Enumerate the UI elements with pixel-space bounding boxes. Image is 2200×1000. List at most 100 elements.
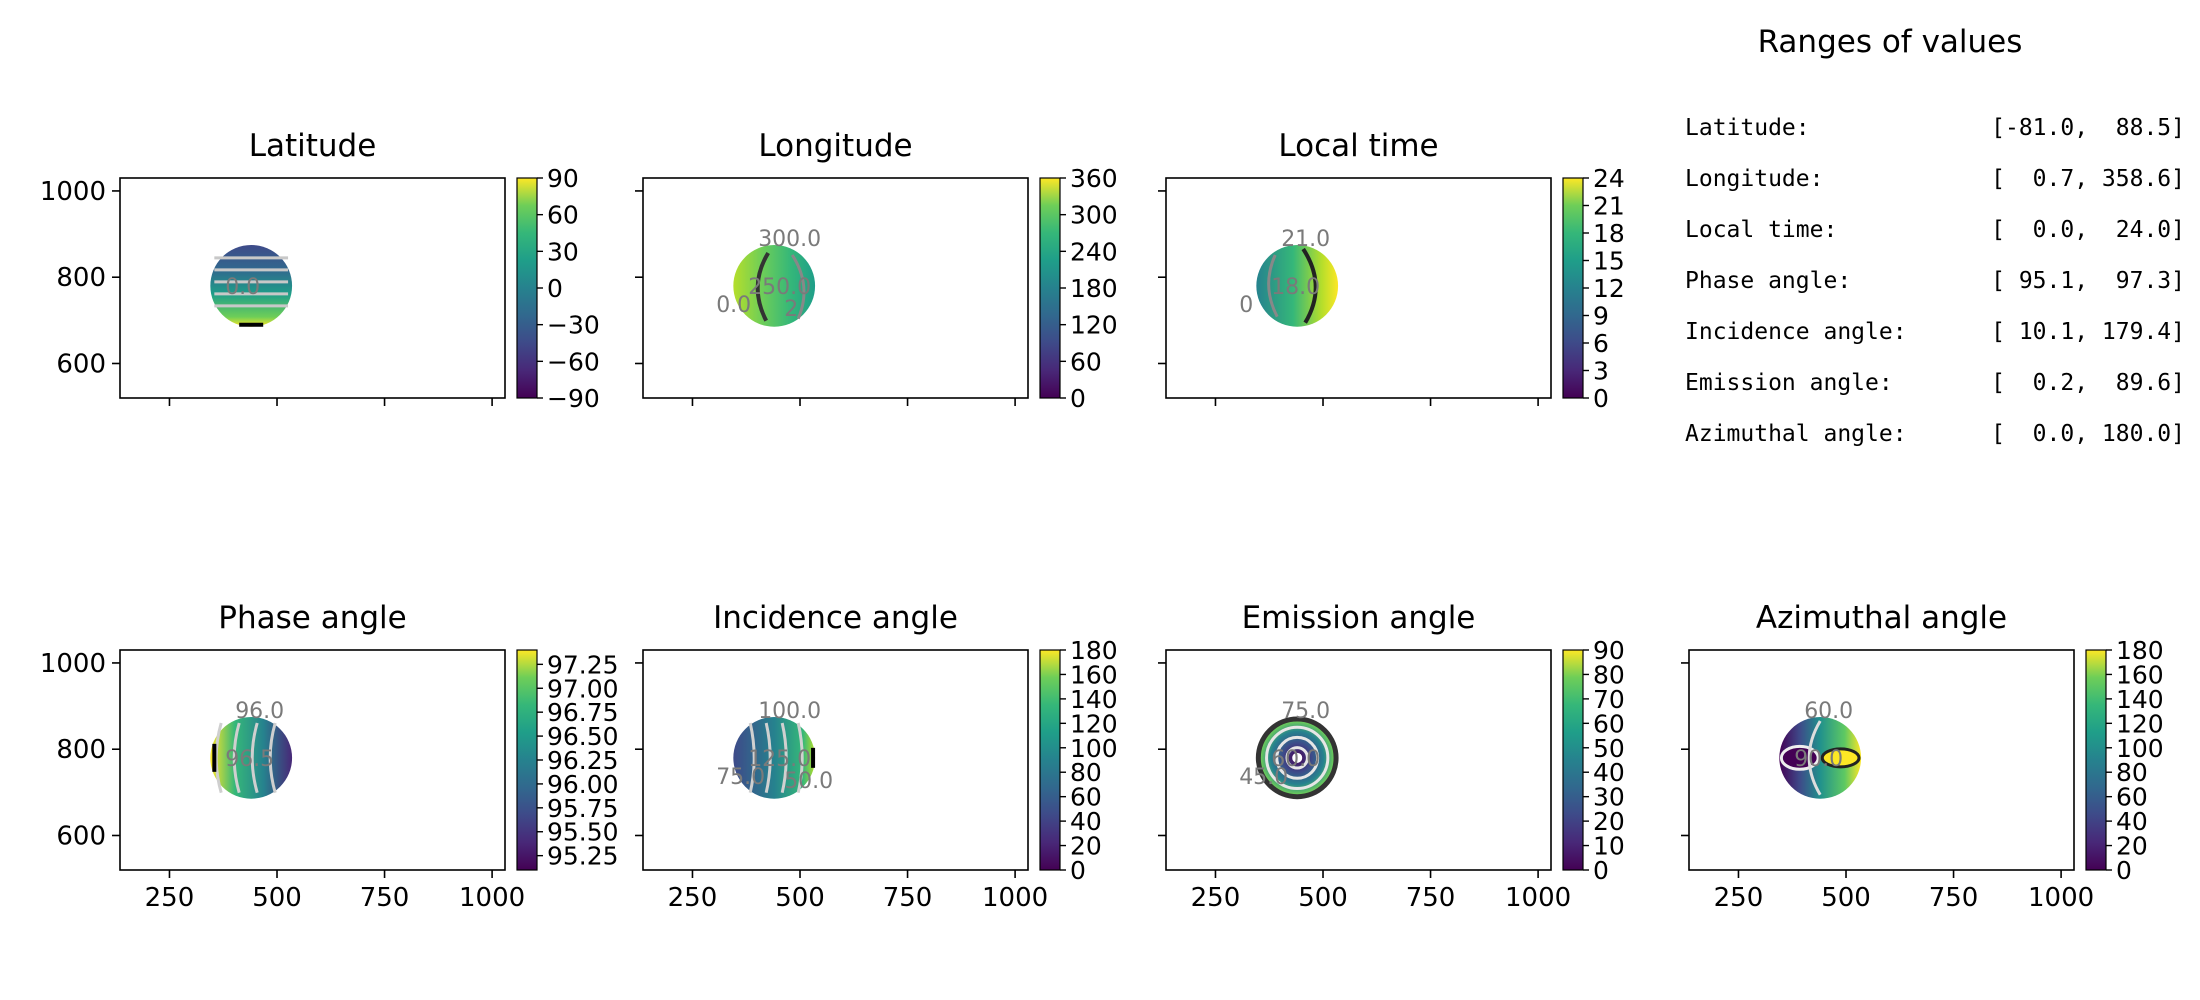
colorbar bbox=[516, 649, 538, 871]
range-value: [ 0.0, 24.0] bbox=[1991, 217, 2185, 243]
x-tick-label: 500 bbox=[252, 883, 302, 913]
colorbar-tick-label: 60 bbox=[1070, 347, 1102, 376]
contour-lines: 18.0 21.0 0 bbox=[1239, 227, 1330, 324]
x-tick-label: 1000 bbox=[982, 883, 1048, 913]
colorbar-tick-label: 6 bbox=[1593, 329, 1609, 358]
contour-line bbox=[1255, 716, 1339, 800]
colorbar-tick-label: 18 bbox=[1593, 219, 1625, 248]
contour-label: 0.0 bbox=[225, 275, 260, 300]
axes-frame bbox=[1688, 649, 2075, 871]
colorbar-tick-label: 300 bbox=[1070, 201, 1118, 230]
range-row-longitude: Longitude: [ 0.7, 358.6] bbox=[1685, 166, 2185, 200]
contour-label: 100.0 bbox=[758, 699, 821, 724]
colorbar-tick-label: 10 bbox=[1593, 832, 1625, 861]
colorbar-tick-label: 97.00 bbox=[547, 674, 619, 703]
colorbar-tick-label: 70 bbox=[1593, 685, 1625, 714]
colorbar-tick-label: 95.75 bbox=[547, 794, 619, 823]
contour-label: 75.0 bbox=[716, 765, 765, 790]
colorbar-tick-label: 180 bbox=[2116, 636, 2164, 665]
colorbar-tick-label: 60 bbox=[2116, 783, 2148, 812]
y-tick-label: 600 bbox=[56, 349, 106, 379]
colorbar-tick-label: 96.25 bbox=[547, 746, 619, 775]
colorbar-tick-label: 12 bbox=[1593, 274, 1625, 303]
colorbar-tick-label: 80 bbox=[2116, 758, 2148, 787]
contour-line bbox=[796, 722, 804, 794]
colorbar bbox=[2085, 649, 2107, 871]
y-tick-label: 1000 bbox=[40, 177, 106, 207]
colorbar-tick-label: 96.50 bbox=[547, 722, 619, 751]
colorbar-tick-label: 50 bbox=[1593, 734, 1625, 763]
y-tick-label: 600 bbox=[56, 821, 106, 851]
colorbar-tick-label: 20 bbox=[1070, 832, 1102, 861]
planet-disc bbox=[733, 244, 816, 327]
colorbar-tick-label: 240 bbox=[1070, 237, 1118, 266]
colorbar bbox=[1562, 177, 1584, 399]
colorbar-tick-label: 40 bbox=[1070, 807, 1102, 836]
contour-lines: 125.0 100.0 75.0 50.0 bbox=[716, 699, 833, 794]
panel-title-longitude: Longitude bbox=[758, 128, 913, 164]
colorbar-tick-label: 0 bbox=[2116, 856, 2132, 885]
colorbar-tick-label: 21 bbox=[1593, 192, 1625, 221]
range-row-local-time: Local time: [ 0.0, 24.0] bbox=[1685, 217, 2185, 251]
colorbar-tick-label: 20 bbox=[2116, 832, 2148, 861]
x-tick-label: 1000 bbox=[459, 883, 525, 913]
range-value: [ 0.7, 358.6] bbox=[1991, 166, 2185, 192]
x-tick-label: 250 bbox=[145, 883, 195, 913]
x-tick-label: 250 bbox=[1714, 883, 1764, 913]
x-tick-label: 250 bbox=[1191, 883, 1241, 913]
planet-disc bbox=[1256, 244, 1339, 327]
axes-frame bbox=[1165, 649, 1552, 871]
axes-frame bbox=[119, 177, 506, 399]
colorbar-tick-label: −90 bbox=[547, 384, 600, 413]
range-row-emission-angle: Emission angle: [ 0.2, 89.6] bbox=[1685, 370, 2185, 404]
range-value: [ 0.2, 89.6] bbox=[1991, 370, 2185, 396]
range-row-incidence-angle: Incidence angle: [ 10.1, 179.4] bbox=[1685, 319, 2185, 353]
range-label: Local time: bbox=[1685, 217, 1838, 243]
contour-lines: 60.0 75.0 45.0 bbox=[1239, 699, 1339, 800]
x-tick-label: 500 bbox=[1821, 883, 1871, 913]
range-label: Phase angle: bbox=[1685, 268, 1852, 294]
colorbar-tick-label: 180 bbox=[1070, 274, 1118, 303]
panel-phase_angle: 96.5 96.0 250 500 750 1000 1000 800 600 97.2597.0… bbox=[40, 649, 619, 913]
colorbar-tick-label: 0 bbox=[1593, 384, 1609, 413]
panel-longitude: 250.0 300.0 0.0 2 360 300 240 180 120 60 0 bbox=[635, 164, 1118, 413]
contour-line bbox=[1275, 735, 1320, 780]
panel-title-latitude: Latitude bbox=[248, 128, 377, 164]
contour-label: 0.0 bbox=[716, 293, 751, 318]
colorbar bbox=[516, 177, 538, 399]
x-tick-label: 750 bbox=[1406, 883, 1456, 913]
range-value: [ 0.0, 180.0] bbox=[1991, 421, 2185, 447]
colorbar-tick-label: 9 bbox=[1593, 302, 1609, 331]
contour-line bbox=[1267, 254, 1279, 318]
axes-frame bbox=[642, 649, 1029, 871]
contour-label: 18.0 bbox=[1271, 275, 1320, 300]
range-row-latitude: Latitude: [-81.0, 88.5] bbox=[1685, 115, 2185, 149]
contour-line bbox=[250, 722, 259, 794]
colorbar-tick-label: 160 bbox=[2116, 660, 2164, 689]
contour-line bbox=[748, 722, 756, 794]
colorbar bbox=[1039, 649, 1061, 871]
colorbar-tick-label: −30 bbox=[547, 311, 600, 340]
contour-line bbox=[780, 722, 788, 794]
colorbar-tick-label: 120 bbox=[1070, 311, 1118, 340]
contour-label: 300.0 bbox=[758, 227, 821, 252]
axes-frame bbox=[119, 649, 506, 871]
range-label: Emission angle: bbox=[1685, 370, 1893, 396]
x-tick-label: 250 bbox=[668, 883, 718, 913]
contour-lines: 250.0 300.0 0.0 2 bbox=[716, 227, 821, 322]
colorbar-tick-label: 60 bbox=[547, 201, 579, 230]
colorbar-tick-label: 80 bbox=[1070, 758, 1102, 787]
colorbar-tick-label: 90 bbox=[1593, 636, 1625, 665]
colorbar-tick-label: 360 bbox=[1070, 164, 1118, 193]
x-tick-label: 500 bbox=[1298, 883, 1348, 913]
colorbar-tick-label: 40 bbox=[2116, 807, 2148, 836]
colorbar-tick-label: 140 bbox=[2116, 685, 2164, 714]
range-label: Longitude: bbox=[1685, 166, 1824, 192]
colorbar-tick-label: 96.00 bbox=[547, 770, 619, 799]
contour-line bbox=[755, 251, 770, 322]
colorbar bbox=[1562, 649, 1584, 871]
colorbar-tick-label: 100 bbox=[1070, 734, 1118, 763]
colorbar-tick-label: 24 bbox=[1593, 164, 1625, 193]
contour-line bbox=[1265, 725, 1330, 790]
